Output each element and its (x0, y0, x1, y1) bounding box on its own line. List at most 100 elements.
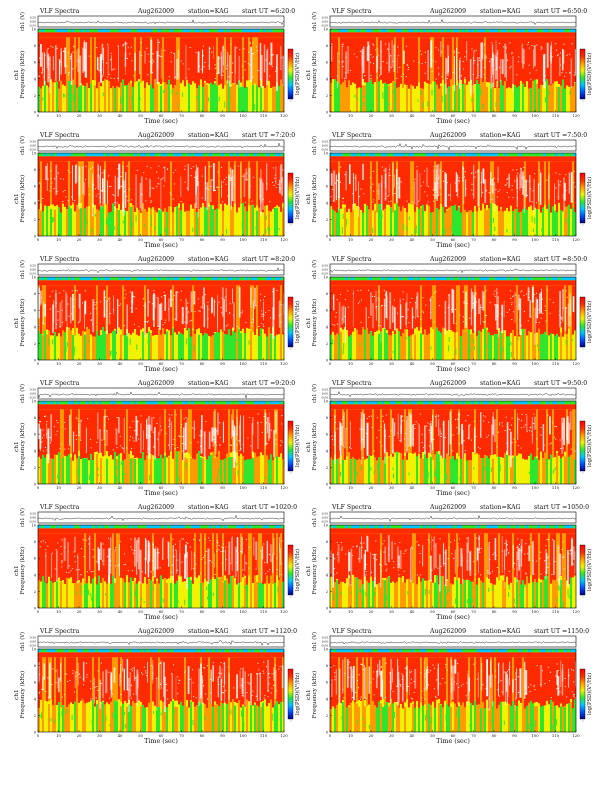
x-tick-label: 120 (572, 361, 580, 366)
x-tick-label: 80 (200, 485, 205, 490)
colorbar-label: log(PSD)(V²/Hz) (586, 673, 593, 715)
x-tick-label: 70 (471, 237, 476, 242)
trace-ylabel: ch1 (V) (19, 136, 26, 155)
panel-title: VLF Spectra (39, 8, 80, 15)
x-tick-label: 50 (430, 113, 435, 118)
panel-date: Aug262009 (137, 8, 174, 15)
x-tick-label: 90 (220, 113, 225, 118)
colorbar-tick-label: -7 (581, 348, 584, 351)
x-tick-label: 100 (239, 237, 247, 242)
x-tick-label: 120 (280, 361, 288, 366)
y-tick-label: 2 (34, 466, 36, 470)
x-tick-label: 100 (531, 361, 539, 366)
x-tick-label: 40 (410, 733, 415, 738)
colorbar-label: log(PSD)(V²/Hz) (586, 549, 593, 591)
colorbar (288, 421, 293, 471)
panel-station: station=KAG (480, 256, 521, 263)
colorbar-tick-label: -7 (289, 472, 292, 475)
x-tick-label: 40 (118, 113, 123, 118)
x-tick-label: 110 (552, 485, 560, 490)
x-tick-label: 40 (118, 609, 123, 614)
trace-ylabel: ch1 (V) (311, 508, 318, 527)
x-tick-label: 110 (552, 609, 560, 614)
colorbar-label: log(PSD)(V²/Hz) (586, 177, 593, 219)
panel-title: VLF Spectra (331, 256, 372, 263)
x-tick-label: 0 (329, 237, 332, 242)
panel-start-ut: start UT =7:20:0 (242, 132, 295, 139)
y-tick-label: 8 (326, 664, 329, 668)
colorbar (288, 173, 293, 223)
x-tick-label: 70 (179, 733, 184, 738)
x-axis-label: Time (sec) (436, 489, 470, 497)
colorbar-tick-label: -7 (581, 596, 584, 599)
trace-ylabel: ch1 (V) (311, 632, 318, 651)
x-tick-label: 20 (369, 237, 374, 242)
y-tick-label: 10 (31, 28, 36, 32)
y-tick-label: 2 (326, 218, 328, 222)
x-tick-label: 10 (56, 113, 61, 118)
colorbar (288, 49, 293, 99)
x-tick-label: 0 (37, 609, 40, 614)
y-tick-label: 6 (326, 309, 329, 313)
x-tick-label: 20 (369, 361, 374, 366)
y-tick-label: 4 (34, 77, 37, 81)
x-tick-label: 50 (430, 361, 435, 366)
x-axis-label: Time (sec) (436, 365, 470, 373)
colorbar-tick-label: -7 (289, 596, 292, 599)
panel-title: VLF Spectra (331, 380, 372, 387)
trace-frame (38, 264, 284, 275)
panel-start-ut: start UT =6:20:0 (242, 8, 295, 15)
y-tick-label: 6 (34, 185, 37, 189)
x-tick-label: 20 (77, 485, 82, 490)
colorbar-label: log(PSD)(V²/Hz) (294, 53, 301, 95)
y-tick-label: 6 (34, 433, 37, 437)
panel-start-ut: start UT =1020:0 (242, 504, 297, 511)
y-axis-label: Frequency (kHz) (19, 51, 26, 99)
x-tick-label: 30 (389, 113, 394, 118)
x-tick-label: 0 (37, 237, 40, 242)
panel-start-ut: start UT =7:50:0 (534, 132, 587, 139)
trace-frame (330, 512, 576, 523)
colorbar-label: log(PSD)(V²/Hz) (294, 425, 301, 467)
x-tick-label: 70 (179, 361, 184, 366)
x-tick-label: 100 (239, 609, 247, 614)
x-tick-label: 90 (512, 485, 517, 490)
x-tick-label: 50 (430, 237, 435, 242)
trace-frame (330, 636, 576, 647)
x-tick-label: 70 (179, 237, 184, 242)
x-tick-label: 80 (492, 485, 497, 490)
panel-station: station=KAG (188, 380, 229, 387)
panel-title: VLF Spectra (39, 380, 80, 387)
panel-start-ut: start UT =8:20:0 (242, 256, 295, 263)
colorbar-label: log(PSD)(V²/Hz) (586, 53, 593, 95)
panel-station: station=KAG (188, 256, 229, 263)
x-tick-label: 30 (389, 733, 394, 738)
y-tick-label: 2 (34, 714, 36, 718)
x-tick-label: 70 (471, 485, 476, 490)
colorbar-tick-label: -7 (581, 100, 584, 103)
trace-ylabel: ch1 (V) (19, 632, 26, 651)
x-tick-label: 110 (260, 113, 268, 118)
x-tick-label: 0 (329, 609, 332, 614)
panel-date: Aug262009 (429, 628, 466, 635)
trace-frame (330, 16, 576, 27)
x-tick-label: 0 (37, 113, 40, 118)
colorbar-tick-label: -7 (581, 224, 584, 227)
colorbar-label: log(PSD)(V²/Hz) (294, 673, 301, 715)
x-tick-label: 120 (280, 113, 288, 118)
y-tick-label: 8 (34, 292, 37, 296)
x-tick-label: 50 (138, 485, 143, 490)
y-tick-label: 2 (326, 590, 328, 594)
y-axis-label: Frequency (kHz) (311, 547, 318, 595)
panel-date: Aug262009 (137, 256, 174, 263)
x-tick-label: 120 (572, 113, 580, 118)
y-axis-label: Frequency (kHz) (311, 299, 318, 347)
y-tick-label: 2 (326, 342, 328, 346)
colorbar-label: log(PSD)(V²/Hz) (586, 425, 593, 467)
panel-start-ut: start UT =8:50:0 (534, 256, 587, 263)
